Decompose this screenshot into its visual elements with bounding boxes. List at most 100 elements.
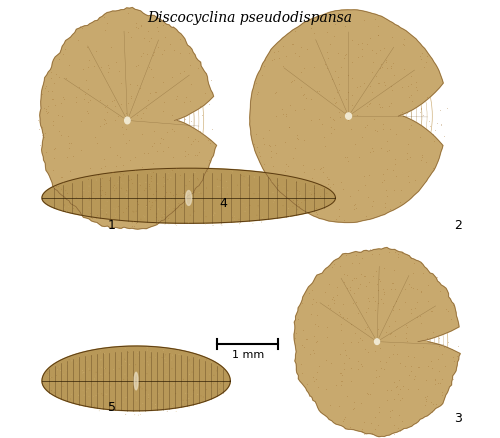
Point: [140, 187, 147, 194]
Text: 3: 3: [454, 412, 462, 425]
Point: [370, 59, 378, 66]
Point: [428, 307, 436, 314]
Point: [315, 183, 323, 190]
Point: [356, 335, 364, 342]
Point: [146, 89, 154, 96]
Point: [108, 98, 116, 105]
Point: [323, 334, 331, 341]
Point: [422, 393, 430, 400]
Point: [160, 135, 168, 142]
Point: [313, 369, 321, 376]
Point: [317, 185, 325, 192]
Point: [209, 222, 217, 229]
Point: [313, 312, 321, 319]
Point: [262, 174, 270, 181]
Point: [254, 88, 262, 95]
Point: [344, 88, 352, 95]
Point: [390, 430, 398, 437]
Point: [310, 166, 318, 173]
Point: [146, 186, 154, 193]
Point: [184, 219, 192, 226]
Point: [146, 194, 154, 201]
Point: [335, 81, 343, 88]
Point: [371, 298, 379, 305]
Point: [44, 373, 52, 380]
Point: [56, 364, 64, 371]
Point: [324, 174, 332, 181]
Point: [292, 179, 300, 186]
Point: [335, 309, 343, 316]
Point: [404, 83, 412, 90]
Point: [110, 205, 118, 212]
Point: [241, 208, 249, 215]
Point: [58, 181, 66, 188]
Point: [170, 381, 177, 388]
Point: [291, 107, 299, 114]
Point: [126, 137, 134, 144]
Point: [404, 141, 412, 148]
Point: [182, 182, 190, 189]
Point: [354, 338, 362, 345]
Point: [116, 67, 124, 74]
Point: [140, 357, 148, 364]
Point: [314, 383, 322, 390]
Point: [132, 361, 140, 368]
Point: [396, 396, 404, 403]
Point: [354, 358, 362, 365]
Point: [347, 365, 355, 372]
Point: [162, 188, 170, 195]
Point: [282, 139, 290, 146]
Point: [55, 74, 63, 81]
Point: [308, 286, 316, 293]
Point: [110, 402, 118, 409]
Point: [308, 301, 316, 308]
Point: [68, 140, 76, 147]
Point: [292, 186, 300, 193]
Point: [160, 99, 168, 106]
Point: [194, 64, 202, 71]
Point: [292, 178, 300, 185]
Point: [390, 267, 398, 274]
Point: [336, 351, 344, 358]
Point: [372, 127, 380, 134]
Point: [92, 354, 100, 361]
Point: [173, 92, 181, 99]
Point: [89, 188, 97, 195]
Point: [362, 325, 370, 332]
Point: [374, 23, 382, 30]
Point: [72, 194, 80, 201]
Point: [405, 179, 413, 186]
Point: [406, 153, 414, 160]
Point: [434, 120, 442, 127]
Point: [149, 51, 157, 58]
Point: [122, 394, 130, 401]
Point: [154, 28, 162, 35]
Point: [382, 59, 390, 66]
Point: [134, 111, 141, 118]
Point: [282, 113, 290, 120]
Point: [216, 177, 224, 184]
Point: [376, 64, 384, 71]
Point: [152, 197, 160, 204]
Point: [44, 384, 52, 391]
Point: [122, 411, 130, 418]
Point: [206, 137, 214, 144]
Point: [97, 371, 105, 378]
Point: [332, 99, 340, 106]
Point: [386, 413, 394, 420]
Point: [56, 379, 64, 386]
Point: [270, 142, 278, 149]
Point: [88, 352, 96, 359]
Point: [394, 250, 402, 257]
Point: [165, 190, 173, 197]
Point: [396, 386, 404, 393]
Point: [438, 350, 446, 357]
Point: [78, 146, 86, 153]
Point: [444, 339, 452, 346]
Point: [356, 249, 364, 256]
Point: [152, 401, 160, 408]
Point: [42, 148, 50, 155]
Point: [196, 215, 204, 223]
Point: [112, 205, 120, 212]
Point: [266, 143, 274, 150]
